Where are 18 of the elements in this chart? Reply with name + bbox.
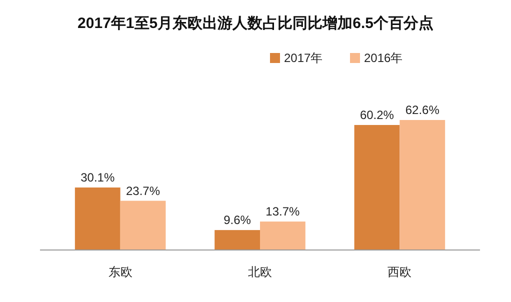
bar xyxy=(354,124,400,250)
data-label: 30.1% xyxy=(80,170,115,184)
data-label: 9.6% xyxy=(224,213,252,228)
x-tick-label: 北欧 xyxy=(248,265,272,279)
bar xyxy=(260,222,306,250)
chart-title: 2017年1至5月东欧出游人数占比同比增加6.5个百分点 xyxy=(78,14,434,32)
bar xyxy=(120,200,166,250)
legend-label: 2017年 xyxy=(284,51,323,65)
data-label: 23.7% xyxy=(126,184,160,198)
bar xyxy=(400,120,446,250)
x-tick-label: 东欧 xyxy=(108,265,132,279)
legend-label: 2016年 xyxy=(364,51,403,65)
bar xyxy=(214,230,260,250)
data-label: 62.6% xyxy=(405,103,440,117)
data-label: 13.7% xyxy=(266,204,300,219)
data-label: 60.2% xyxy=(360,108,394,122)
x-tick-label: 西欧 xyxy=(388,265,412,279)
bar xyxy=(74,187,120,250)
